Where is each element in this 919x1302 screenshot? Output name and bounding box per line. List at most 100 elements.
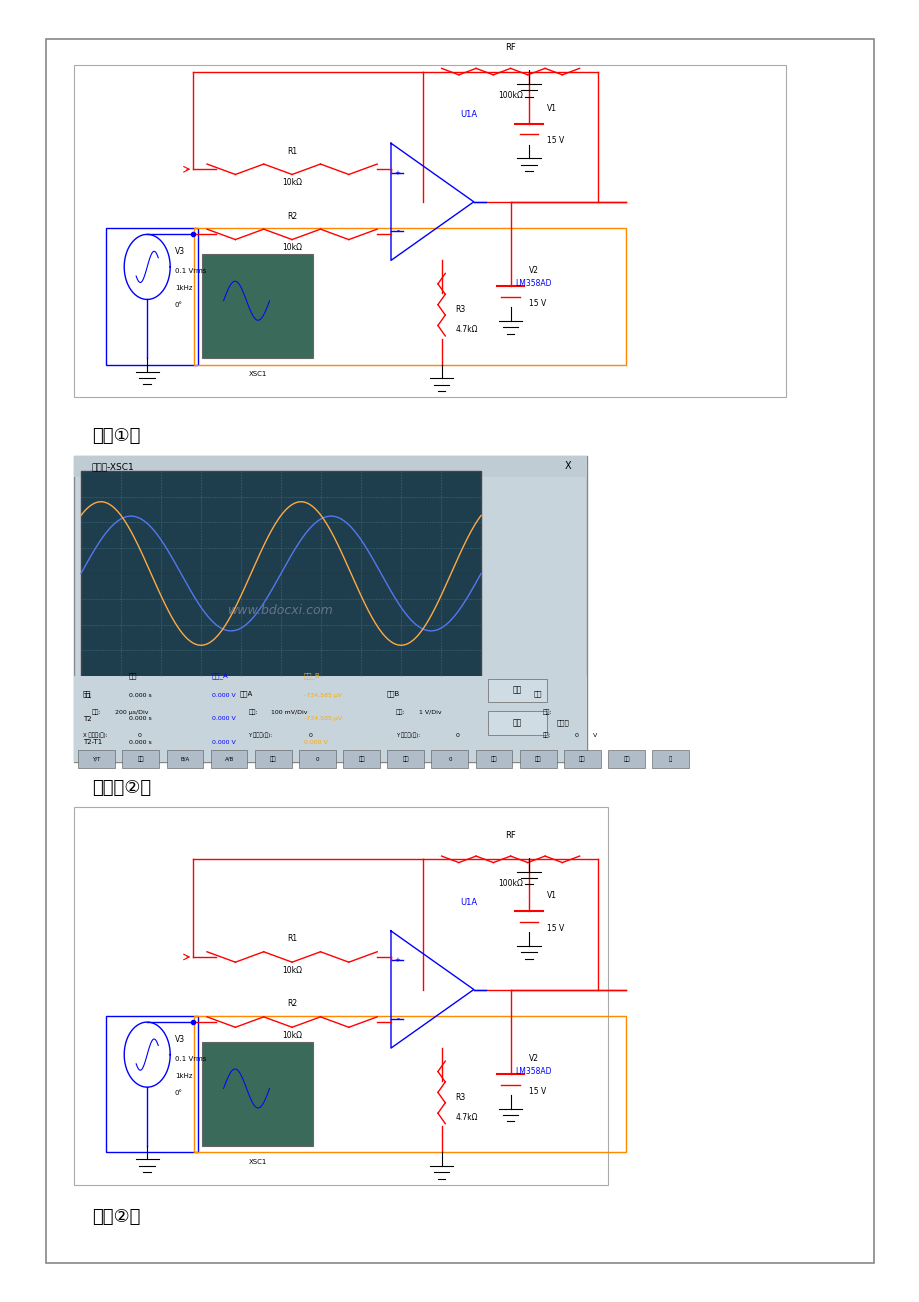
Text: 0.000 V: 0.000 V [303,740,327,745]
Bar [431,750,468,768]
Bar [194,228,625,365]
Text: R2: R2 [287,212,297,221]
Bar [122,750,159,768]
Bar [475,750,512,768]
Bar [255,750,291,768]
Bar [563,750,600,768]
Text: 0: 0 [455,733,459,738]
Text: 15 V: 15 V [528,1087,546,1096]
Bar [166,750,203,768]
Text: Y 轴位移(格):: Y 轴位移(格): [395,733,419,738]
Text: A/B: A/B [224,756,233,762]
Text: 1kHz: 1kHz [175,1073,192,1079]
Bar [343,750,380,768]
Text: 0.000 V: 0.000 V [211,740,235,745]
Text: X: X [564,461,571,471]
Text: 外触发: 外触发 [556,720,569,727]
Bar [607,750,644,768]
Text: 0°: 0° [175,1090,183,1096]
Text: 交流: 交流 [269,756,277,762]
Text: 0: 0 [138,733,142,738]
Text: 15 V: 15 V [547,924,564,934]
Text: U1A: U1A [460,111,477,120]
Text: 10kΩ: 10kΩ [282,1031,301,1040]
Text: LM358AD: LM358AD [515,280,551,289]
Text: 通道A: 通道A [239,690,252,698]
Text: 10kΩ: 10kΩ [282,243,301,253]
Text: B/A: B/A [180,756,189,762]
Text: 通道_A: 通道_A [211,673,228,680]
Text: www.bdocxi.com: www.bdocxi.com [228,604,334,617]
Bar [387,750,424,768]
Text: Y/T: Y/T [92,756,101,762]
Bar [106,1016,198,1152]
Text: -: - [396,1014,399,1023]
Text: 15 V: 15 V [528,299,546,309]
Bar [74,65,785,397]
Text: 0.1 Vrms: 0.1 Vrms [175,1056,206,1062]
Text: 单次: 单次 [534,756,541,762]
Text: 15 V: 15 V [547,137,564,146]
Text: -734.585 μV: -734.585 μV [303,693,341,698]
Bar [78,750,115,768]
Text: Y 轴位移(格):: Y 轴位移(格): [248,733,272,738]
Bar [81,678,113,691]
Text: T1: T1 [83,693,92,699]
Text: R1: R1 [287,935,297,944]
Bar [46,39,873,1263]
Text: 保存: 保存 [512,719,521,728]
Text: 0.1 Vrms: 0.1 Vrms [175,268,206,275]
Text: LM358AD: LM358AD [515,1068,551,1077]
Text: 标度:: 标度: [92,710,101,715]
Text: 100kΩ: 100kΩ [497,879,523,888]
Text: 0: 0 [315,756,319,762]
Text: 示波器-XSC1: 示波器-XSC1 [92,462,134,471]
Text: R3: R3 [455,306,465,315]
Bar [487,678,547,702]
Bar [487,711,547,734]
Text: R2: R2 [287,1000,297,1009]
Text: V3: V3 [175,1035,185,1044]
Text: 刻度:: 刻度: [248,710,257,715]
Bar [74,456,586,477]
Text: -734.585 μV: -734.585 μV [303,716,341,721]
Text: 触发: 触发 [533,690,541,698]
Text: 水平:: 水平: [542,733,550,738]
Text: V1: V1 [547,104,557,113]
Bar [74,807,607,1185]
Text: 0.000 s: 0.000 s [129,740,152,745]
Text: T2: T2 [83,716,91,723]
Bar [299,750,335,768]
Text: 直流: 直流 [490,756,497,762]
Text: 波形②：: 波形②： [92,1208,141,1226]
Text: 直流: 直流 [357,756,365,762]
Text: V2: V2 [528,267,539,276]
Text: V: V [593,733,597,738]
Text: R3: R3 [455,1094,465,1103]
Bar [519,750,556,768]
Bar [202,254,312,358]
Bar [210,750,247,768]
Text: XSC1: XSC1 [248,371,267,378]
Text: 电路图②：: 电路图②： [92,779,151,797]
Bar [194,1016,625,1152]
Bar [74,676,586,762]
Bar [106,228,198,365]
Text: 10kΩ: 10kΩ [282,966,301,975]
Text: 0: 0 [448,756,451,762]
Text: 0.000 s: 0.000 s [129,716,152,721]
Bar [81,471,481,676]
Text: 0.000 s: 0.000 s [129,693,152,698]
Text: 0.000 V: 0.000 V [211,716,235,721]
Text: 100kΩ: 100kΩ [497,91,523,100]
Text: 1kHz: 1kHz [175,285,192,292]
Bar [81,678,481,691]
Text: RF: RF [505,831,516,840]
Text: 4.7kΩ: 4.7kΩ [455,1113,477,1122]
Text: U1A: U1A [460,898,477,907]
Text: 10kΩ: 10kΩ [282,178,301,187]
Text: 时间: 时间 [129,673,137,680]
Text: 刻度:: 刻度: [395,710,404,715]
Text: 0.000 V: 0.000 V [211,693,235,698]
Text: 添加: 添加 [137,756,144,762]
